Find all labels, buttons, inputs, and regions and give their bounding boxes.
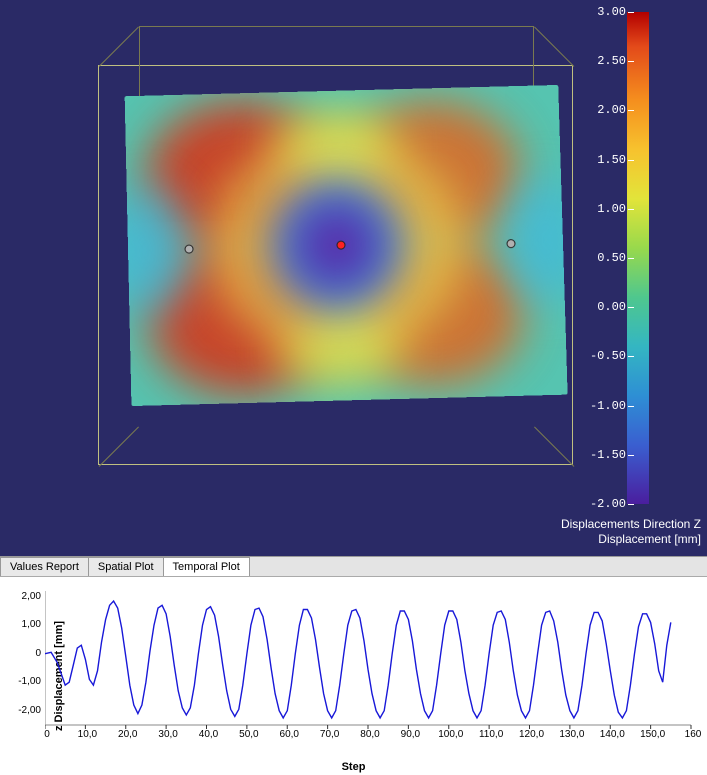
temporal-plot[interactable]: z Displacement [mm] 2,001,000-1,00-2,000… xyxy=(0,577,707,775)
x-tick-label: 30,0 xyxy=(154,729,182,740)
x-axis-label: Step xyxy=(342,761,366,773)
3d-visualization-panel[interactable]: 3.00 2.50 2.00 1.50 1.00 0.50 0.00 -0.50 -1.00 -1… xyxy=(0,0,707,556)
x-tick-label: 40,0 xyxy=(195,729,223,740)
colorbar-tick xyxy=(628,12,634,13)
colorbar-tick xyxy=(628,258,634,259)
displacement-heatmap[interactable] xyxy=(125,85,568,406)
x-tick-label: 120,0 xyxy=(518,729,546,740)
colorbar-tick-label: 2.00 xyxy=(597,103,626,117)
colorbar-tick xyxy=(628,504,634,505)
x-tick-label: 50,0 xyxy=(235,729,263,740)
colorbar-title-line1: Displacements Direction Z xyxy=(561,517,701,531)
x-tick-label: 80,0 xyxy=(356,729,384,740)
colorbar-tick xyxy=(628,160,634,161)
colorbar-title: Displacements Direction Z Displacement [… xyxy=(561,517,701,548)
colorbar-tick xyxy=(628,356,634,357)
x-tick-label: 100,0 xyxy=(437,729,465,740)
y-tick-label: 0 xyxy=(11,648,41,659)
colorbar-tick xyxy=(628,307,634,308)
x-tick-label: 0 xyxy=(33,729,61,740)
x-tick-label: 150,0 xyxy=(639,729,667,740)
y-tick-label: -1,00 xyxy=(11,676,41,687)
colorbar-tick xyxy=(628,61,634,62)
y-tick-label: 1,00 xyxy=(11,619,41,630)
colorbar-tick-label: -0.50 xyxy=(590,349,626,363)
y-tick-label: -2,00 xyxy=(11,705,41,716)
tab-spatial-plot[interactable]: Spatial Plot xyxy=(88,557,164,576)
colorbar-tick-label: -1.00 xyxy=(590,399,626,413)
tab-temporal-plot[interactable]: Temporal Plot xyxy=(163,557,250,576)
tab-bar: Values ReportSpatial PlotTemporal Plot xyxy=(0,557,707,577)
3d-scene[interactable] xyxy=(98,65,573,465)
colorbar-tick-label: 3.00 xyxy=(597,5,626,19)
x-tick-label: 70,0 xyxy=(316,729,344,740)
colorbar-tick xyxy=(628,455,634,456)
colorbar-tick-label: -2.00 xyxy=(590,497,626,511)
colorbar-labels: 3.002.502.001.501.000.500.00-0.50-1.00-1… xyxy=(624,12,684,504)
x-tick-label: 140,0 xyxy=(598,729,626,740)
x-tick-label: 110,0 xyxy=(477,729,505,740)
colorbar-tick-label: 0.50 xyxy=(597,251,626,265)
x-tick-label: 130,0 xyxy=(558,729,586,740)
wf-edge xyxy=(534,27,574,67)
wf-edge xyxy=(534,427,574,467)
colorbar-tick-label: -1.50 xyxy=(590,448,626,462)
x-tick-label: 20,0 xyxy=(114,729,142,740)
bottom-panel: Values ReportSpatial PlotTemporal Plot z… xyxy=(0,556,707,775)
wf-edge xyxy=(99,427,139,467)
colorbar-tick-label: 2.50 xyxy=(597,54,626,68)
colorbar-tick xyxy=(628,110,634,111)
colorbar-tick xyxy=(628,406,634,407)
x-tick-label: 160 xyxy=(679,729,707,740)
colorbar-tick-label: 1.00 xyxy=(597,202,626,216)
colorbar-title-line2: Displacement [mm] xyxy=(598,532,701,546)
y-tick-label: 2,00 xyxy=(11,591,41,602)
x-tick-label: 90,0 xyxy=(396,729,424,740)
wf-edge xyxy=(99,27,139,67)
colorbar-tick-label: 0.00 xyxy=(597,300,626,314)
colorbar-tick-label: 1.50 xyxy=(597,153,626,167)
x-tick-label: 60,0 xyxy=(275,729,303,740)
plot-canvas: 2,001,000-1,00-2,00010,020,030,040,050,0… xyxy=(45,587,695,745)
colorbar-tick xyxy=(628,209,634,210)
tab-values-report[interactable]: Values Report xyxy=(0,557,89,576)
x-tick-label: 10,0 xyxy=(73,729,101,740)
